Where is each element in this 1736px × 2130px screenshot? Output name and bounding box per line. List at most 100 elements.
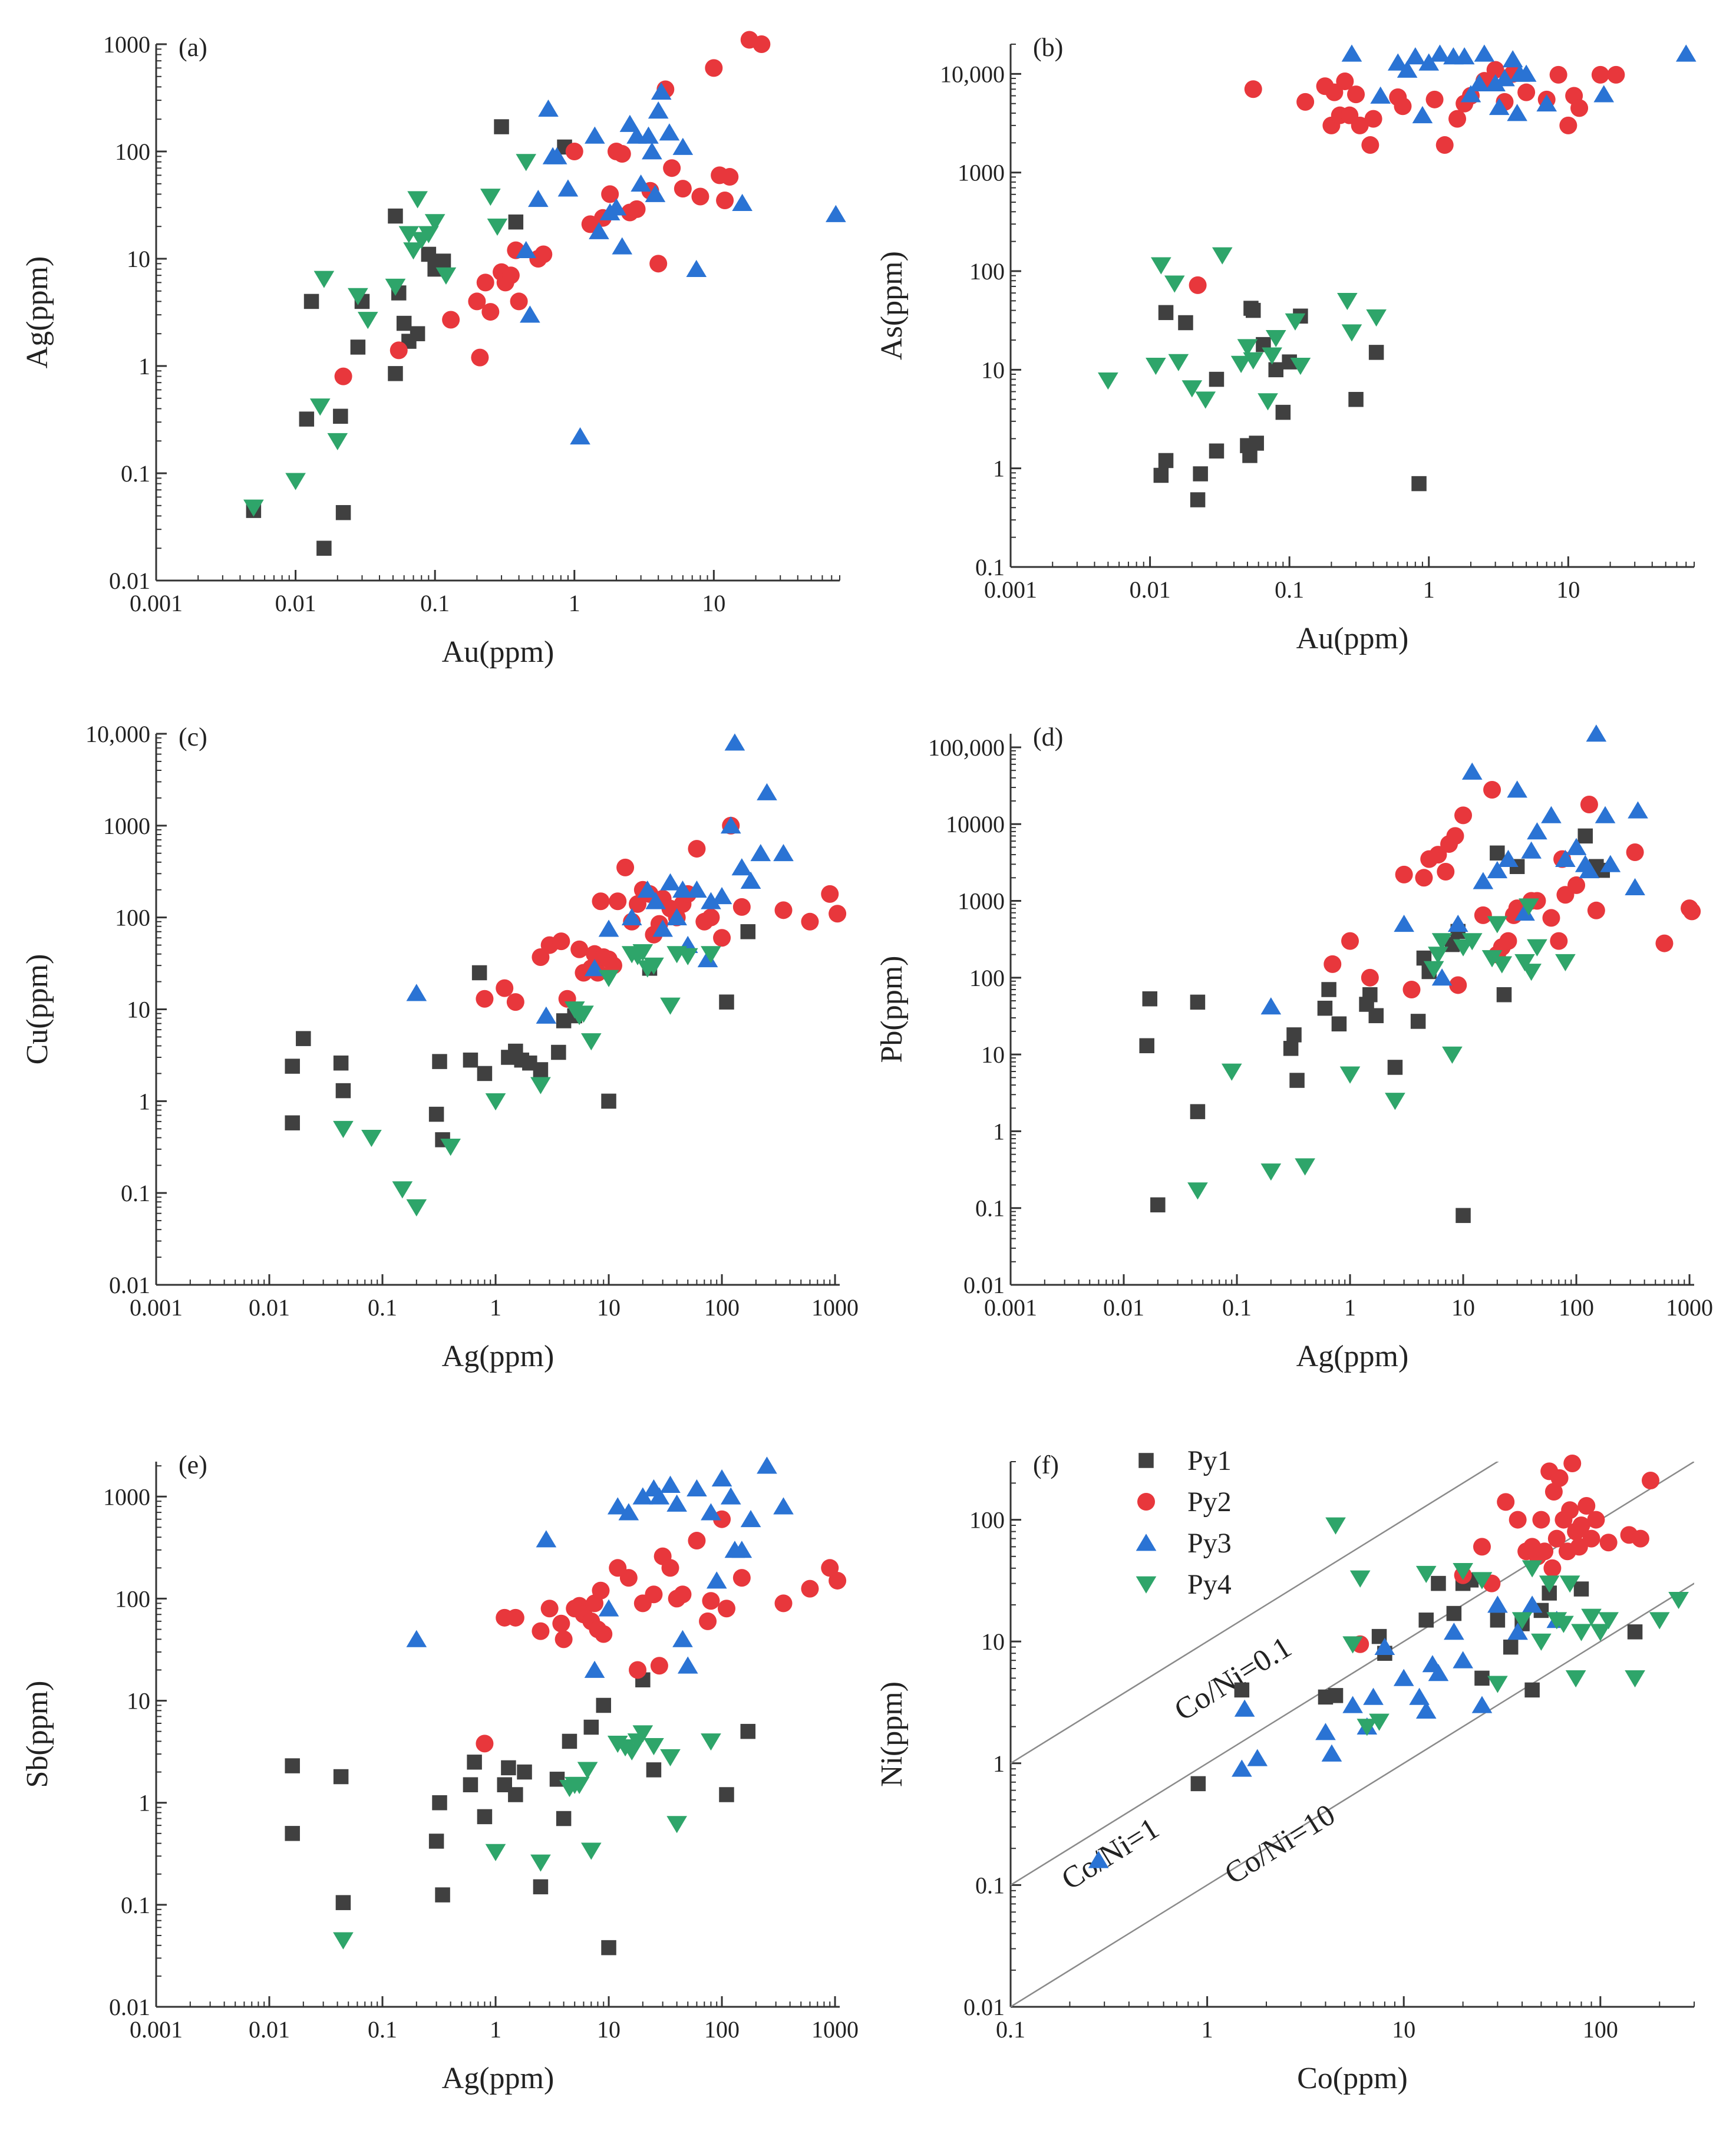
data-point-py4	[1150, 257, 1171, 275]
data-point-py2	[645, 1585, 663, 1604]
data-point-py4	[1258, 393, 1278, 411]
y-tick-label: 10,000	[85, 721, 150, 747]
x-tick-label: 0.1	[996, 2016, 1025, 2043]
data-point-py3	[659, 123, 680, 141]
data-point-py3	[1625, 878, 1645, 895]
data-point-py2	[1325, 83, 1344, 101]
data-point-py2	[468, 292, 486, 311]
x-tick-label: 0.1	[368, 2016, 397, 2043]
data-point-py4	[1442, 1046, 1463, 1064]
data-point-py2	[471, 348, 489, 367]
data-point-py4	[577, 1762, 598, 1779]
y-tick-label: 0.01	[963, 1994, 1005, 2020]
data-point-py2	[1336, 72, 1354, 91]
data-point-py2	[821, 1559, 839, 1577]
data-point-py2	[1483, 780, 1501, 799]
data-point-py1	[1577, 828, 1593, 844]
data-point-py2	[481, 303, 500, 321]
data-point-py4	[285, 473, 306, 490]
data-point-py3	[632, 1487, 654, 1505]
legend-label: Py4	[1187, 1569, 1232, 1600]
data-point-py4	[632, 944, 654, 962]
data-point-py1	[1627, 1624, 1643, 1640]
data-point-py4	[1521, 964, 1542, 981]
data-point-py3	[677, 1656, 698, 1674]
data-point-py2	[801, 912, 819, 931]
data-point-py2	[616, 858, 635, 876]
data-point-py3	[731, 858, 753, 876]
data-point-py3	[631, 174, 651, 192]
data-point-py3	[546, 147, 567, 164]
data-point-py2	[570, 940, 589, 958]
data-point-py3	[649, 1487, 670, 1505]
data-point-py1	[1328, 1688, 1344, 1703]
y-tick-label: 1	[138, 1088, 150, 1115]
data-point-py2	[702, 1592, 720, 1610]
data-point-py3	[672, 137, 694, 155]
data-point-py1	[333, 1769, 349, 1785]
data-point-py3	[1415, 1701, 1437, 1719]
data-point-py2	[1402, 981, 1421, 999]
data-point-py4	[1290, 358, 1311, 375]
data-point-py4	[1341, 324, 1362, 342]
data-point-py1	[517, 1764, 532, 1780]
data-point-py2	[532, 1622, 550, 1640]
data-point-py1	[428, 1106, 444, 1122]
data-point-py3	[1474, 44, 1495, 62]
data-point-py3	[1487, 860, 1508, 879]
data-point-py2	[1394, 97, 1412, 116]
data-point-py3	[585, 126, 605, 144]
y-tick-label: 1	[993, 456, 1005, 482]
data-point-py2	[674, 180, 692, 198]
data-point-py2	[592, 892, 610, 911]
data-point-py1	[1362, 987, 1378, 1003]
x-tick-label: 1	[569, 590, 580, 616]
data-point-py2	[629, 1661, 647, 1679]
data-point-py2	[1559, 116, 1577, 134]
data-point-py2	[1454, 806, 1473, 825]
data-point-py4	[333, 1120, 354, 1138]
data-point-py3	[1507, 104, 1527, 121]
data-point-py4	[435, 267, 457, 285]
data-point-py4	[407, 191, 428, 209]
y-tick-label: 1000	[103, 813, 150, 839]
data-point-py1	[740, 1723, 756, 1739]
data-point-py4	[1471, 1572, 1493, 1590]
data-point-py2	[1580, 795, 1598, 813]
data-point-py3	[1444, 1623, 1464, 1640]
data-point-py3	[1454, 47, 1475, 65]
y-tick-label: 100	[115, 1585, 150, 1612]
data-point-py4	[516, 154, 537, 172]
data-point-py2	[1361, 968, 1379, 987]
data-point-py2	[699, 1612, 717, 1630]
data-point-py2	[1448, 110, 1467, 128]
reference-lines	[1011, 1462, 1694, 2007]
data-point-py3	[826, 205, 846, 222]
data-point-py1	[1524, 1682, 1540, 1698]
data-point-py1	[333, 1055, 349, 1071]
x-tick-label: 10	[597, 2016, 621, 2043]
y-axis-title: Ag(ppm)	[21, 256, 54, 369]
data-point-py1	[1209, 443, 1225, 459]
data-point-py3	[1430, 44, 1450, 62]
data-point-py3	[1498, 849, 1519, 868]
data-point-py3	[652, 919, 673, 937]
data-point-py1	[388, 208, 403, 224]
data-point-py2	[613, 145, 631, 163]
y-tick-label: 0.01	[963, 1272, 1005, 1298]
data-point-py4	[1262, 347, 1282, 365]
data-point-py4	[643, 957, 664, 975]
data-point-py1	[477, 1809, 493, 1825]
data-point-py2	[1563, 1455, 1582, 1473]
x-tick-label: 0.1	[420, 590, 450, 616]
data-point-py1	[1348, 391, 1364, 407]
data-point-py3	[1453, 1651, 1473, 1669]
data-point-py3	[1387, 53, 1408, 71]
data-point-py1	[1431, 1575, 1446, 1591]
data-point-py3	[536, 1530, 557, 1548]
data-point-py2	[1549, 65, 1567, 84]
data-point-py4	[398, 226, 420, 243]
data-point-py1	[1289, 1073, 1305, 1088]
data-point-py1	[333, 408, 348, 424]
data-point-py3	[1555, 849, 1576, 868]
